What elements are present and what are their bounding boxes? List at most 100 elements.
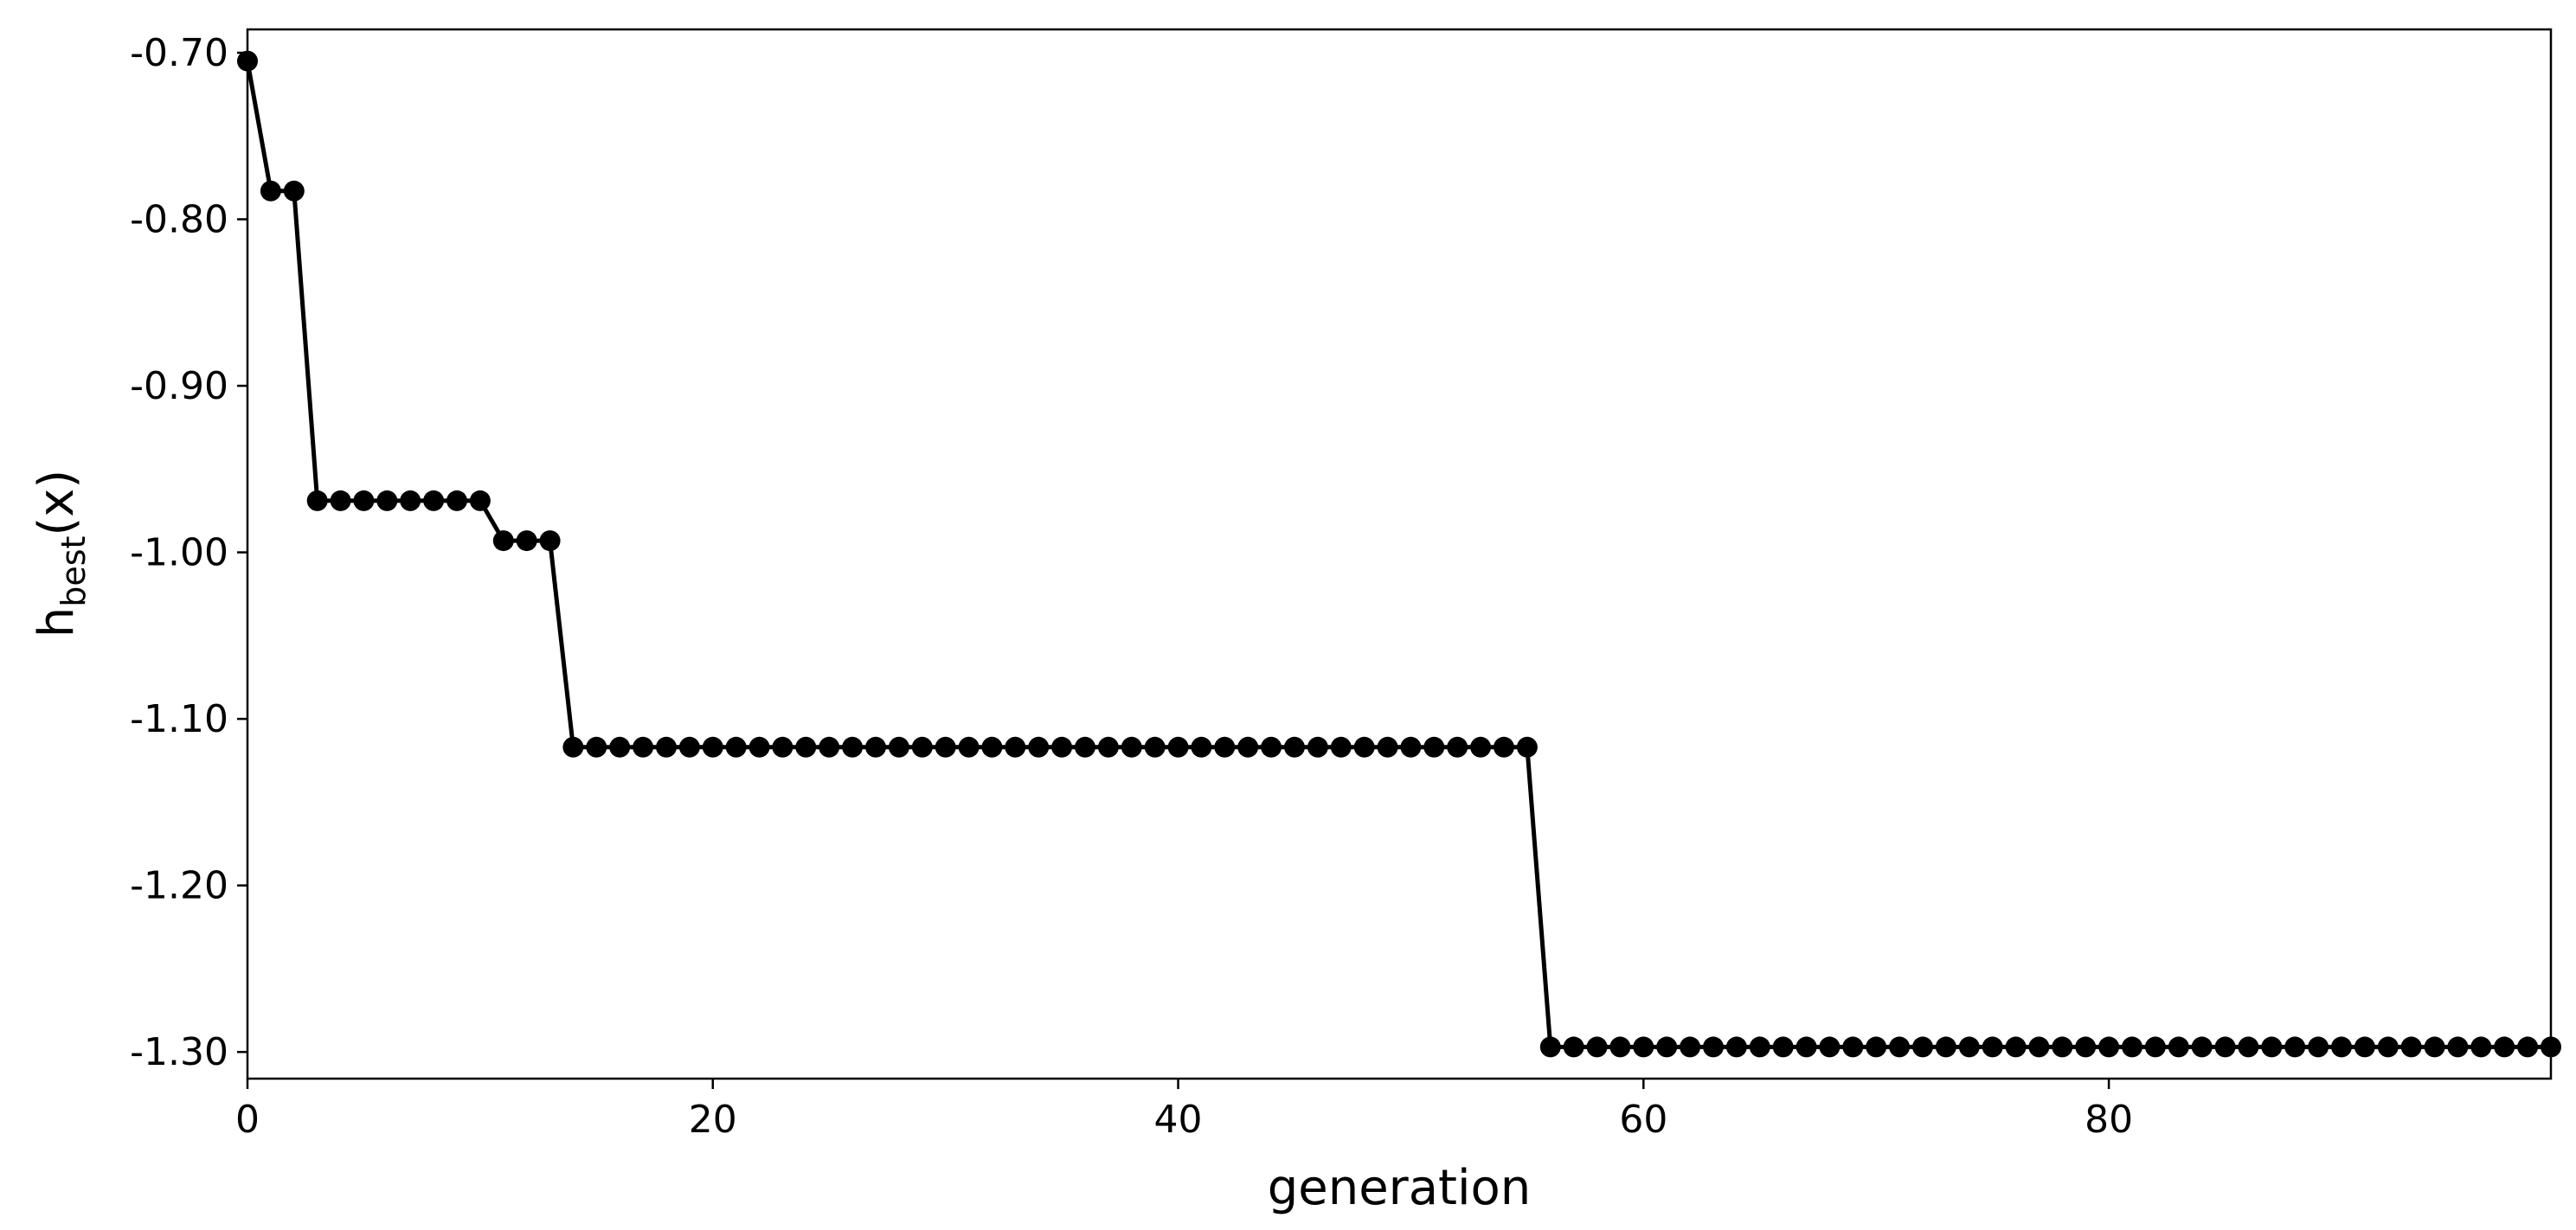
- x-axis: 0 20 40 60 80: [235, 1079, 2133, 1142]
- data-point: [2541, 1036, 2561, 1058]
- data-point: [1958, 1036, 1980, 1058]
- data-point: [1586, 1036, 1608, 1058]
- y-axis-label: hbest(x): [29, 470, 93, 638]
- plot-frame: [246, 28, 2553, 1080]
- series-line: [245, 61, 2551, 1049]
- y-tick-label: -0.80: [130, 197, 228, 241]
- y-tick-label: -1.00: [130, 531, 228, 575]
- data-point: [2447, 1036, 2469, 1058]
- data-point: [2168, 1036, 2189, 1058]
- data-point: [260, 180, 281, 202]
- data-point: [423, 490, 445, 511]
- x-axis-label: generation: [1268, 1160, 1532, 1216]
- data-point: [1772, 1036, 1794, 1058]
- data-point: [1307, 736, 1328, 758]
- y-axis-label-main: h: [29, 607, 85, 638]
- data-point: [516, 530, 537, 552]
- series-layer: [237, 50, 2561, 1058]
- data-point: [1353, 736, 1375, 758]
- data-point: [1214, 736, 1236, 758]
- data-point: [1330, 736, 1352, 758]
- data-point: [1516, 736, 1538, 758]
- data-point: [330, 490, 351, 511]
- data-point: [772, 736, 793, 758]
- y-axis-label-suffix: (x): [29, 470, 85, 536]
- data-point: [2377, 1036, 2399, 1058]
- data-point: [958, 736, 980, 758]
- data-point: [562, 736, 584, 758]
- data-point: [702, 736, 723, 758]
- data-point: [748, 736, 770, 758]
- data-point: [725, 736, 747, 758]
- data-point: [2144, 1036, 2166, 1058]
- data-point: [400, 490, 421, 511]
- data-point: [1703, 1036, 1724, 1058]
- data-point: [981, 736, 1003, 758]
- data-point: [1144, 736, 1166, 758]
- data-point: [1191, 736, 1212, 758]
- data-point: [2470, 1036, 2492, 1058]
- data-point: [633, 736, 654, 758]
- data-point: [1656, 1036, 1678, 1058]
- data-point: [935, 736, 956, 758]
- data-point: [1400, 736, 1422, 758]
- data-point: [237, 50, 258, 72]
- data-point: [376, 490, 398, 511]
- data-point: [865, 736, 886, 758]
- data-point: [2517, 1036, 2539, 1058]
- data-point: [1261, 736, 1282, 758]
- data-point: [1912, 1036, 1933, 1058]
- data-point: [1633, 1036, 1654, 1058]
- data-point: [656, 736, 677, 758]
- data-point: [2354, 1036, 2375, 1058]
- x-tick-label: 80: [2085, 1098, 2133, 1142]
- data-point: [1866, 1036, 1887, 1058]
- data-point: [1563, 1036, 1584, 1058]
- data-point: [795, 736, 817, 758]
- data-point: [678, 736, 700, 758]
- data-point: [1005, 736, 1026, 758]
- data-point: [2191, 1036, 2213, 1058]
- data-point: [2308, 1036, 2329, 1058]
- data-point: [2098, 1036, 2120, 1058]
- data-point: [2052, 1036, 2073, 1058]
- y-tick-label: -1.30: [130, 1030, 228, 1074]
- data-point: [586, 736, 607, 758]
- data-point: [888, 736, 909, 758]
- x-tick-label: 60: [1619, 1098, 1667, 1142]
- data-point: [1935, 1036, 1956, 1058]
- data-point: [1795, 1036, 1817, 1058]
- data-point: [2005, 1036, 2027, 1058]
- data-point: [492, 530, 514, 552]
- data-point: [1447, 736, 1468, 758]
- y-tick-label: -1.20: [130, 864, 228, 908]
- data-point: [1494, 736, 1514, 758]
- data-point: [2214, 1036, 2236, 1058]
- y-axis: -0.70 -0.80 -0.90 -1.00 -1.10 -1.20 -1.30: [130, 31, 247, 1074]
- data-point: [1842, 1036, 1864, 1058]
- data-point: [2075, 1036, 2097, 1058]
- y-tick-label: -0.90: [130, 364, 228, 408]
- data-point: [2238, 1036, 2259, 1058]
- data-point: [609, 736, 631, 758]
- data-point: [1982, 1036, 2003, 1058]
- data-point: [1423, 736, 1445, 758]
- x-tick-label: 20: [689, 1098, 737, 1142]
- data-point: [1680, 1036, 1701, 1058]
- data-point: [1051, 736, 1073, 758]
- data-point: [283, 180, 305, 202]
- data-point: [2028, 1036, 2050, 1058]
- data-point: [353, 490, 375, 511]
- data-point: [2400, 1036, 2422, 1058]
- data-point: [446, 490, 467, 511]
- x-tick-label: 0: [235, 1098, 260, 1142]
- data-point: [1121, 736, 1142, 758]
- data-point: [469, 490, 491, 511]
- data-point: [819, 736, 840, 758]
- data-point: [1470, 736, 1492, 758]
- data-point: [1819, 1036, 1840, 1058]
- data-point: [1167, 736, 1189, 758]
- data-point: [1075, 736, 1095, 758]
- y-axis-label-sub: best: [55, 536, 93, 607]
